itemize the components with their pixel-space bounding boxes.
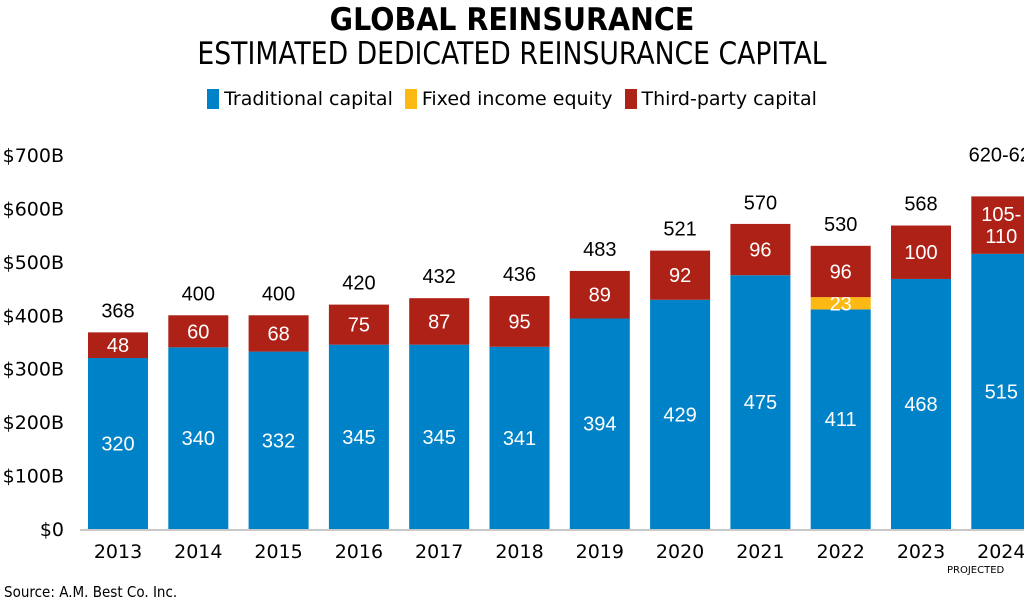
bar-total-label: 436 [503, 264, 536, 286]
y-tick-label: $600B [3, 198, 64, 220]
bar-data-label: 100 [904, 242, 937, 264]
legend-label-third-party: Third-party capital [641, 88, 817, 110]
y-tick-label: $700B [3, 145, 64, 167]
bar-segment-third-party-capital [248, 315, 309, 352]
bar-data-label: 89 [589, 285, 611, 307]
bar-total-label: 570 [744, 192, 777, 214]
bar-segment-traditional-capital [971, 253, 1024, 530]
bar-data-label: 23 [830, 293, 852, 315]
bar-data-label: 105- [981, 204, 1021, 226]
legend-swatch-third-party [624, 89, 637, 109]
legend-item-fixed-income: Fixed income equity [404, 88, 613, 110]
bar-total-label: 530 [824, 214, 857, 236]
legend-label-traditional: Traditional capital [224, 88, 393, 110]
bar-segment-third-party-capital [168, 315, 229, 348]
bar-segment-third-party-capital [409, 298, 470, 345]
y-tick-label: $100B [3, 466, 64, 488]
bar-segment-third-party-capital [569, 270, 630, 319]
bar-segment-traditional-capital [328, 344, 389, 529]
y-tick-label: $200B [3, 412, 64, 434]
y-tick-label: $0 [40, 519, 64, 541]
bar-data-label: 468 [904, 394, 937, 416]
y-tick-label: $400B [3, 305, 64, 327]
projected-note: PROJECTED [947, 565, 1005, 576]
bar-data-label: 411 [825, 409, 857, 431]
x-tick-label: 2021 [736, 541, 784, 563]
bar-data-label: 48 [107, 335, 129, 357]
legend: Traditional capital Fixed income equity … [0, 88, 1024, 110]
x-tick-label: 2017 [415, 541, 463, 563]
bar-total-label: 483 [583, 239, 616, 261]
bar-segment-third-party-capital [328, 304, 389, 345]
bar-total-label: 432 [423, 266, 456, 288]
x-tick-label: 2018 [495, 541, 543, 563]
y-tick-label: $300B [3, 359, 64, 381]
bar-segment-traditional-capital [248, 351, 309, 529]
x-tick-label: 2020 [656, 541, 704, 563]
source-note: Source: A.M. Best Co. Inc. [4, 583, 178, 601]
legend-swatch-traditional [207, 89, 220, 109]
bar-data-label: 475 [744, 392, 777, 414]
legend-item-third-party: Third-party capital [624, 88, 817, 110]
bar-total-label: 568 [904, 194, 937, 216]
bar-segment-traditional-capital [569, 318, 630, 529]
x-tick-label: 2015 [254, 541, 302, 563]
bar-data-label: 320 [101, 434, 134, 456]
bar-total-label: 521 [663, 219, 696, 241]
bar-data-label: 96 [749, 240, 771, 262]
bar-data-label: 394 [583, 414, 616, 436]
bar-data-label: 68 [267, 323, 289, 345]
bar-segment-third-party-capital [489, 296, 550, 347]
bar-data-label: 95 [508, 311, 530, 333]
bar-segment-traditional-capital [88, 358, 148, 529]
bar-segment-third-party-capital [891, 225, 951, 279]
bar-data-label: 332 [262, 430, 295, 452]
bar-segment-traditional-capital [409, 344, 470, 529]
bar-data-label: 60 [187, 321, 209, 343]
bar-data-label: 515 [985, 381, 1018, 403]
x-tick-label: 2016 [335, 541, 383, 563]
bar-total-label: 400 [262, 283, 295, 305]
bar-segment-third-party-capital [810, 245, 871, 298]
bar-segment-traditional-capital [891, 278, 951, 529]
bar-data-label: 75 [348, 315, 370, 337]
bar-data-label: 92 [669, 265, 691, 287]
bar-segment-third-party-capital [650, 250, 711, 300]
bar-segment-traditional-capital [168, 347, 229, 529]
bar-segment-fixed-income-equity [810, 297, 871, 310]
legend-label-fixed-income: Fixed income equity [421, 88, 613, 110]
bar-data-label: 341 [503, 428, 536, 450]
bar-segment-traditional-capital [650, 299, 711, 529]
x-tick-label: 2023 [897, 541, 945, 563]
legend-item-traditional: Traditional capital [207, 88, 393, 110]
x-tick-label: 2014 [174, 541, 222, 563]
bar-total-label: 400 [182, 283, 215, 305]
bar-data-label: 87 [428, 311, 450, 333]
bar-total-label: 620-625 [969, 144, 1024, 166]
bar-segment-third-party-capital [730, 223, 791, 276]
bar-segment-traditional-capital [730, 275, 791, 529]
bar-data-label: 110 [985, 226, 1017, 248]
bar-total-label: 420 [342, 273, 375, 295]
x-tick-label: 2024 [977, 541, 1024, 563]
legend-swatch-fixed-income [404, 89, 417, 109]
bar-total-label: 368 [101, 300, 134, 322]
bar-data-label: 340 [182, 428, 215, 450]
x-tick-label: 2013 [94, 541, 142, 563]
y-tick-label: $500B [3, 252, 64, 274]
chart-title: GLOBAL REINSURANCE [329, 2, 695, 38]
bar-segment-third-party-capital [88, 332, 148, 359]
chart-subtitle: ESTIMATED DEDICATED REINSURANCE CAPITAL [197, 36, 827, 72]
x-tick-label: 2019 [576, 541, 624, 563]
bar-data-label: 345 [423, 427, 456, 449]
bar-data-label: 96 [830, 261, 852, 283]
bar-segment-traditional-capital [810, 309, 871, 529]
bar-segment-traditional-capital [489, 346, 550, 529]
x-tick-label: 2022 [817, 541, 865, 563]
bar-data-label: 429 [663, 404, 696, 426]
bar-data-label: 345 [342, 427, 375, 449]
bar-segment-third-party-capital [971, 196, 1024, 254]
